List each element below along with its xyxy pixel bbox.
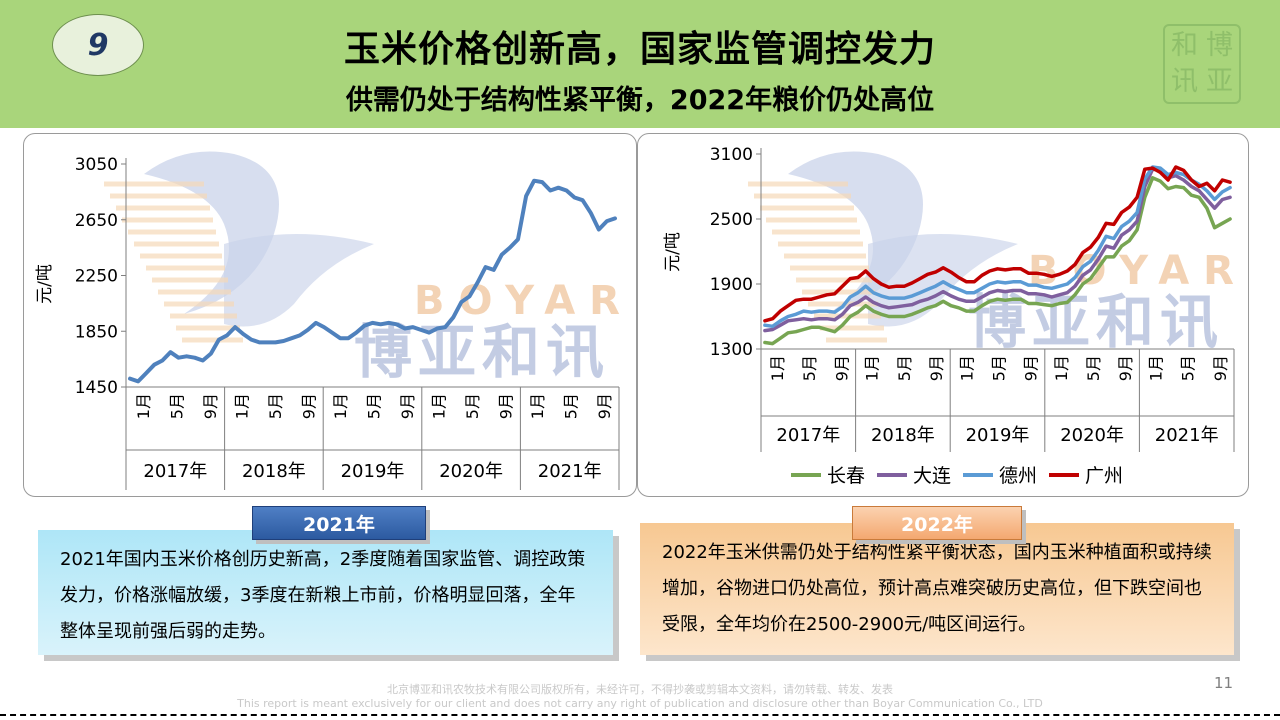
chart-panel-left: BOYAR 博亚和讯 1450 1850 2250 2650 3050 元/吨 2017年 1月 5… [23, 133, 637, 497]
outlook-2022-box: 2022年玉米供需仍处于结构性紧平衡状态，国内玉米种植面积或持续增加，谷物进口仍… [640, 523, 1234, 655]
x-month-label: 9月 [398, 393, 417, 419]
footer-copyright-cn: 北京博亚和讯农牧技术有限公司版权所有，未经许可，不得抄袭或剪辑本文资料，请勿转载… [387, 683, 893, 696]
company-seal-logo: 和 博 讯 亚 [1163, 24, 1241, 104]
series-line-广州 [763, 165, 1232, 323]
seal-char: 讯 [1171, 66, 1198, 97]
x-month-label: 5月 [364, 393, 383, 419]
series-line-price [128, 178, 617, 384]
y-tick-label: 1450 [75, 378, 118, 398]
y-axis-label: 元/吨 [35, 264, 55, 304]
series-line-长春 [763, 176, 1232, 346]
slide-number-badge: 9 [52, 14, 144, 76]
x-month-label: 9月 [832, 355, 851, 381]
x-month-label: 9月 [927, 355, 946, 381]
legend-label: 长春 [827, 465, 865, 487]
x-month-label: 9月 [299, 393, 318, 419]
legend-label: 大连 [913, 465, 951, 487]
x-month-label: 5月 [895, 355, 914, 381]
x-month-label: 5月 [800, 355, 819, 381]
page-title: 玉米价格创新高，国家监管调控发力 [343, 29, 936, 70]
x-year-label: 2018年 [871, 425, 935, 446]
x-month-label: 5月 [1084, 355, 1103, 381]
x-month-label: 1月 [1146, 355, 1165, 381]
y-tick-label: 3050 [75, 155, 118, 175]
x-month-label: 1月 [430, 393, 449, 419]
page-number: 11 [1214, 674, 1234, 692]
legend-label: 德州 [999, 465, 1037, 487]
y-tick-label: 2650 [75, 211, 118, 231]
page-subtitle: 供需仍处于结构性紧平衡，2022年粮价仍处高位 [345, 85, 935, 116]
x-year-label: 2017年 [143, 461, 207, 482]
legend-label: 广州 [1085, 465, 1123, 487]
x-month-label: 1月 [768, 355, 787, 381]
x-year-label: 2018年 [242, 461, 306, 482]
summary-2021-box: 2021年国内玉米价格创历史新高，2季度随着国家监管、调控政策发力，价格涨幅放缓… [38, 530, 613, 655]
seal-char: 亚 [1206, 66, 1233, 97]
x-month-label: 1月 [232, 393, 251, 419]
x-year-label: 2017年 [776, 425, 840, 446]
watermark-en-text: BOYAR [414, 278, 634, 324]
tab-2022-label: 2022年 [852, 506, 1022, 540]
footer-divider [0, 714, 1280, 716]
x-month-label: 1月 [1052, 355, 1071, 381]
y-tick-label: 1900 [710, 275, 753, 295]
x-month-label: 5月 [562, 393, 581, 419]
x-month-label: 1月 [863, 355, 882, 381]
watermark-cn-text: 博亚和讯 [968, 288, 1224, 356]
y-tick-label: 3100 [710, 145, 753, 165]
x-year-label: 2020年 [439, 461, 503, 482]
x-month-label: 1月 [957, 355, 976, 381]
x-month-label: 9月 [1211, 355, 1230, 381]
seal-char: 和 [1171, 30, 1198, 61]
y-tick-label: 1300 [710, 340, 753, 360]
x-month-label: 1月 [331, 393, 350, 419]
header-bar: 9 玉米价格创新高，国家监管调控发力 供需仍处于结构性紧平衡，2022年粮价仍处… [0, 0, 1280, 128]
y-axis-label: 元/吨 [663, 232, 683, 272]
x-month-label: 9月 [595, 393, 614, 419]
x-month-label: 9月 [1022, 355, 1041, 381]
watermark-cn-text: 博亚和讯 [354, 318, 610, 386]
x-year-label: 2021年 [538, 461, 602, 482]
x-month-label: 5月 [167, 393, 186, 419]
footer-copyright-en: This report is meant exclusively for our… [237, 697, 1043, 710]
x-month-label: 5月 [266, 393, 285, 419]
x-month-label: 1月 [528, 393, 547, 419]
x-month-label: 1月 [134, 393, 153, 419]
y-tick-label: 2500 [710, 210, 753, 230]
x-month-label: 5月 [463, 393, 482, 419]
x-month-label: 9月 [1116, 355, 1135, 381]
x-year-label: 2020年 [1060, 425, 1124, 446]
x-month-label: 5月 [989, 355, 1008, 381]
x-month-label: 9月 [201, 393, 220, 419]
x-year-label: 2019年 [341, 461, 405, 482]
y-tick-label: 2250 [75, 267, 118, 287]
x-year-label: 2021年 [1155, 425, 1219, 446]
x-month-label: 5月 [1179, 355, 1198, 381]
chart-panel-right: BOYAR 博亚和讯 1300 1900 2500 3100 元/吨 2017年 1月 5月 9月 2… [637, 133, 1249, 497]
tab-2021-label: 2021年 [252, 506, 426, 540]
watermark-bird-wing [224, 234, 374, 327]
x-year-label: 2019年 [966, 425, 1030, 446]
y-tick-label: 1850 [75, 322, 118, 342]
x-month-label: 9月 [497, 393, 516, 419]
seal-char: 博 [1206, 30, 1233, 61]
